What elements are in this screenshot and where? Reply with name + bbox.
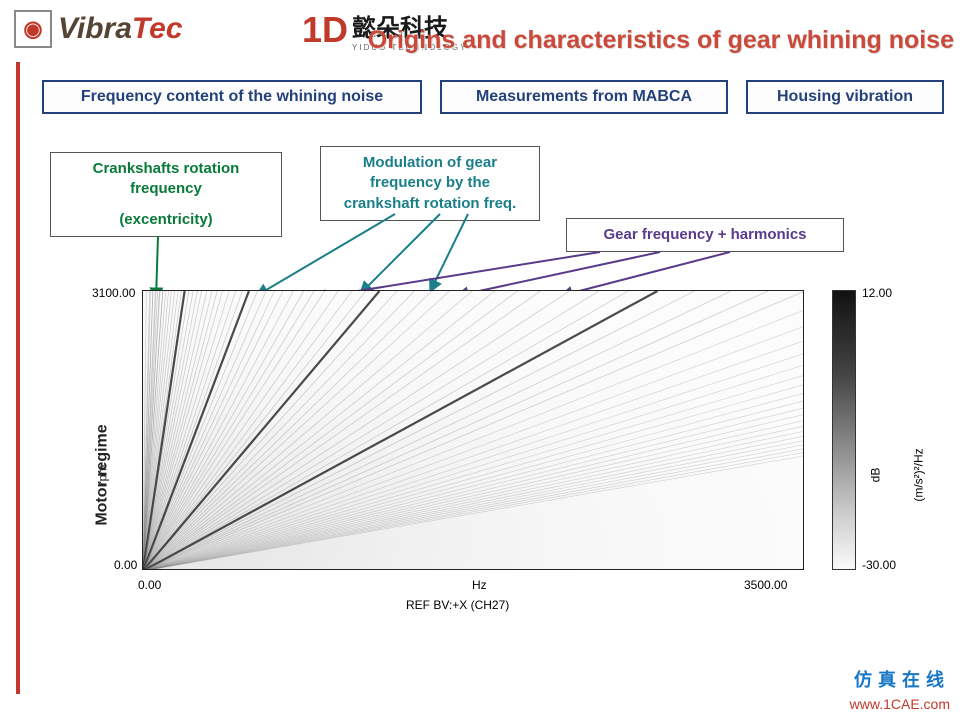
watermark-cn: 仿真在线 xyxy=(854,666,950,692)
box-measurements: Measurements from MABCA xyxy=(440,80,728,114)
vibratec-part2: Tec xyxy=(132,12,183,45)
x-tick-max: 3500.00 xyxy=(744,578,787,592)
spectrogram-plot: Motor regime rpm 3100.00 0.00 0.00 Hz 35… xyxy=(56,290,930,660)
callout-crankshaft-line2: (excentricity) xyxy=(61,210,271,230)
spectrogram-svg xyxy=(143,291,804,570)
vibratec-logo-text: VibraTec xyxy=(58,12,183,46)
vibratec-logo: ◉ VibraTec xyxy=(14,10,183,48)
plot-reference-text: REF BV:+X (CH27) xyxy=(406,598,509,612)
callout-gear-harmonics: Gear frequency + harmonics xyxy=(566,218,844,252)
vibratec-part1: Vibra xyxy=(58,12,132,45)
spectrogram-area xyxy=(142,290,804,570)
slide-header: ◉ VibraTec 1D 懿朵科技 YIDUO TECHNOLOGY Orig… xyxy=(0,0,960,60)
y-axis-label-inner: rpm xyxy=(95,465,109,486)
yiduo-logo-icon: 1D xyxy=(302,9,348,51)
colorbar-label-units: (m/s²)²/Hz xyxy=(912,448,926,501)
x-axis-label: Hz xyxy=(472,578,487,592)
colorbar-max: 12.00 xyxy=(862,286,892,300)
vibratec-logo-icon: ◉ xyxy=(14,10,52,48)
box-housing-vibration: Housing vibration xyxy=(746,80,944,114)
slide-title: Origins and characteristics of gear whin… xyxy=(368,26,954,55)
y-tick-max: 3100.00 xyxy=(92,286,135,300)
vertical-accent-rule xyxy=(16,62,28,694)
watermark-url: www.1CAE.com xyxy=(850,696,950,712)
callout-crankshaft-line1: Crankshafts rotation frequency xyxy=(61,159,271,200)
colorbar-min: -30.00 xyxy=(862,558,896,572)
colorbar xyxy=(832,290,856,570)
box-frequency-content: Frequency content of the whining noise xyxy=(42,80,422,114)
y-tick-min: 0.00 xyxy=(114,558,137,572)
callout-modulation: Modulation of gear frequency by the cran… xyxy=(320,146,540,221)
x-tick-min: 0.00 xyxy=(138,578,161,592)
colorbar-label-db: dB xyxy=(868,468,882,483)
callout-crankshaft-frequency: Crankshafts rotation frequency (excentri… xyxy=(50,152,282,237)
